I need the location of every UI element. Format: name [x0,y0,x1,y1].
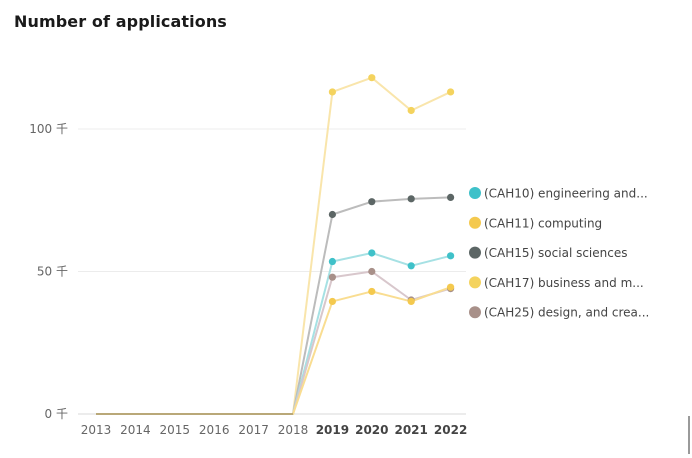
data-point[interactable] [447,283,455,291]
x-tick-label: 2014 [120,423,151,437]
legend-item[interactable]: (CAH11) computing [469,216,602,230]
x-tick-label: 2022 [434,423,467,437]
series-line [96,251,451,415]
legend-item[interactable]: (CAH15) social sciences [469,246,628,260]
chart-title: Number of applications [14,12,227,31]
series-line [96,270,451,415]
legend-swatch [469,276,481,289]
legend: (CAH10) engineering and... (CAH11) comput… [469,187,649,320]
data-point[interactable] [407,297,415,306]
y-tick-label: 100 千 [29,122,68,136]
data-point[interactable] [328,297,336,306]
data-point[interactable] [407,262,415,270]
data-point[interactable] [368,249,376,257]
x-tick-label: 2017 [238,423,269,437]
x-tick-label: 2013 [81,423,112,437]
legend-label: (CAH15) social sciences [484,246,628,260]
data-point[interactable] [368,198,376,206]
legend-swatch [469,187,481,199]
data-point[interactable] [328,88,336,96]
series-line [96,286,451,415]
data-point[interactable] [368,74,376,82]
x-tick-label: 2021 [394,423,427,437]
series-line [96,76,452,415]
scrollbar-thumb[interactable] [688,416,690,454]
data-point[interactable] [407,106,415,115]
data-point[interactable] [447,252,455,260]
legend-swatch [469,246,481,259]
x-tick-label: 2015 [160,423,191,437]
legend-item[interactable]: (CAH17) business and m... [469,276,644,290]
data-point[interactable] [328,273,336,281]
x-tick-label: 2019 [316,423,349,437]
x-tick-label: 2020 [355,423,388,437]
series-lines [96,76,452,415]
data-point[interactable] [447,88,455,96]
data-point[interactable] [407,195,415,203]
x-tick-label: 2018 [278,423,309,437]
legend-label: (CAH10) engineering and... [484,187,648,201]
y-tick-label: 0 千 [45,407,68,421]
data-point[interactable] [328,210,336,219]
gridlines [78,128,466,415]
legend-item[interactable]: (CAH25) design, and crea... [469,306,649,320]
data-point[interactable] [368,267,376,276]
series-line [96,196,451,415]
legend-swatch [469,216,481,229]
legend-label: (CAH11) computing [484,216,602,230]
legend-item[interactable]: (CAH10) engineering and... [469,187,648,201]
y-axis: 0 千 50 千 100 千 [29,122,68,421]
data-point[interactable] [447,193,455,201]
data-point[interactable] [328,257,336,266]
x-tick-label: 2016 [199,423,230,437]
x-axis: 2013 2014 2015 2016 2017 2018 2019 2020 2021 2022 [81,423,468,437]
data-point[interactable] [368,287,376,296]
y-tick-label: 50 千 [37,265,68,279]
series-points [328,74,455,306]
legend-swatch [469,306,481,319]
legend-label: (CAH25) design, and crea... [484,306,649,320]
legend-label: (CAH17) business and m... [484,276,644,290]
